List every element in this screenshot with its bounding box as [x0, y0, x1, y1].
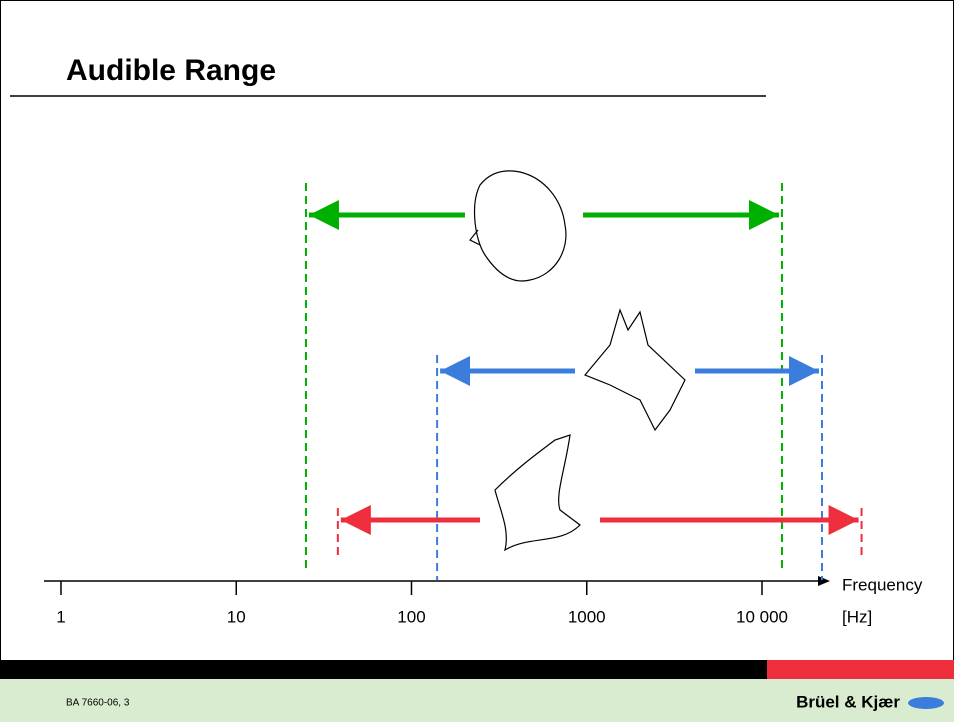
footer-logo: Brüel & Kjær: [796, 692, 900, 711]
logo-mark: [908, 697, 944, 709]
slide-title: Audible Range: [66, 54, 276, 87]
dog-icon: [584, 308, 686, 432]
bat-icon: [494, 434, 581, 552]
x-tick-label: 10: [227, 607, 246, 626]
x-tick-label: 100: [397, 607, 425, 626]
icons: [469, 170, 686, 552]
x-tick-label: 1: [56, 607, 65, 626]
footer-band: [0, 660, 767, 679]
footer: [0, 679, 954, 722]
x-axis-label: Frequency: [842, 575, 923, 594]
human-icon: [469, 170, 567, 282]
footer-accent: [767, 660, 954, 679]
x-tick-label: 10 000: [736, 607, 788, 626]
x-axis-unit: [Hz]: [842, 607, 872, 626]
x-tick-label: 1000: [568, 607, 606, 626]
footer-code: BA 7660-06, 3: [66, 698, 130, 709]
